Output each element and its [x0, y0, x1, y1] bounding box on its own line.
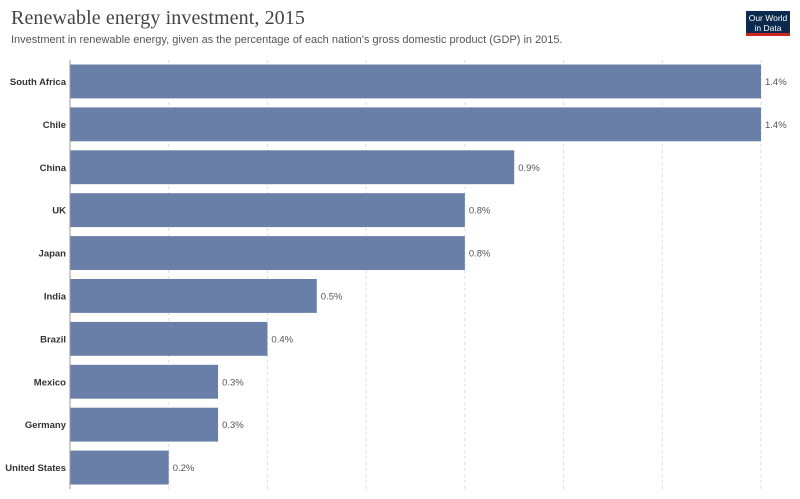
logo-line-1: Our World: [748, 13, 788, 23]
logo-line-2: in Data: [754, 23, 782, 33]
chart-title: Renewable energy investment, 2015: [11, 7, 305, 29]
bar[interactable]: [70, 193, 465, 228]
chart-subtitle: Investment in renewable energy, given as…: [11, 34, 563, 46]
value-label: 1.4%: [765, 120, 787, 131]
value-label: 0.8%: [469, 249, 491, 260]
bar[interactable]: [70, 321, 268, 356]
category-label: Chile: [43, 120, 66, 131]
category-label: South Africa: [10, 77, 67, 88]
value-label: 0.8%: [469, 206, 491, 217]
bar[interactable]: [70, 450, 169, 485]
value-label: 1.4%: [765, 77, 787, 88]
category-label: UK: [52, 206, 66, 217]
bar[interactable]: [70, 64, 761, 99]
category-label: China: [40, 163, 67, 174]
category-label: India: [44, 291, 67, 302]
value-label: 0.4%: [271, 334, 293, 345]
bar[interactable]: [70, 364, 219, 399]
value-label: 0.9%: [518, 163, 540, 174]
bar[interactable]: [70, 150, 515, 185]
value-label: 0.2%: [173, 463, 195, 474]
category-label: Japan: [39, 249, 67, 260]
category-label: Germany: [25, 420, 67, 431]
value-label: 0.3%: [222, 420, 244, 431]
category-label: Mexico: [34, 377, 66, 388]
bar[interactable]: [70, 407, 219, 442]
owid-logo[interactable]: Our World in Data: [746, 11, 790, 36]
value-label: 0.5%: [321, 291, 343, 302]
category-label: United States: [5, 463, 66, 474]
category-label: Brazil: [40, 334, 66, 345]
bar[interactable]: [70, 236, 465, 270]
bar[interactable]: [70, 107, 761, 142]
bar[interactable]: [70, 279, 317, 313]
value-label: 0.3%: [222, 377, 244, 388]
